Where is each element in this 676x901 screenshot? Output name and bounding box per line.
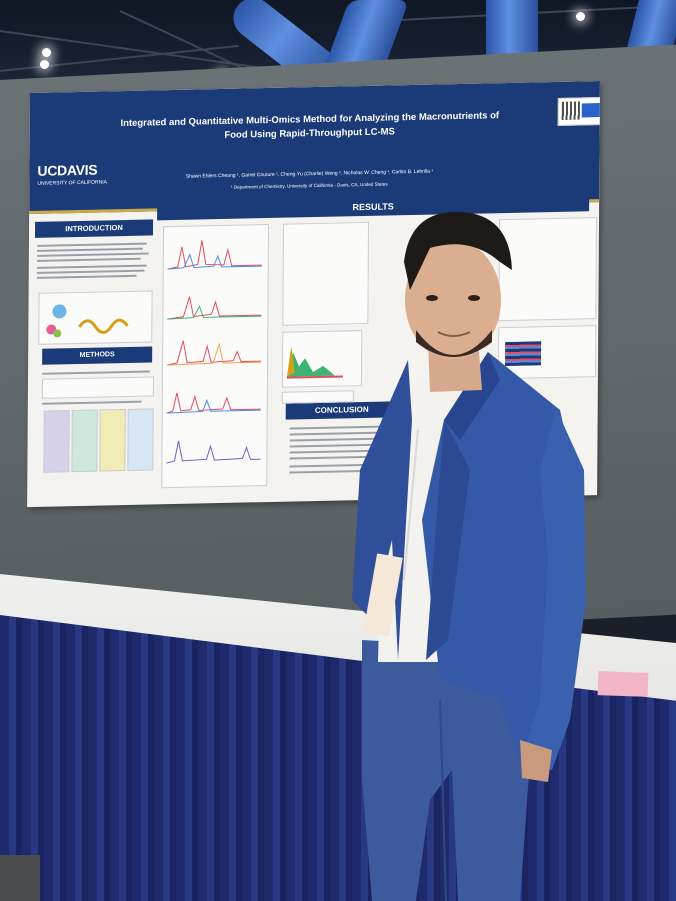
name-badge <box>363 553 403 637</box>
chromatogram-2 <box>167 296 262 320</box>
chromatogram-4 <box>166 392 261 414</box>
pants <box>362 640 540 901</box>
beard <box>416 330 492 357</box>
chromatogram-3 <box>166 340 262 366</box>
blazer-sleeve <box>520 408 586 770</box>
research-poster: UCDAVIS UNIVERSITY OF CALIFORNIA Integra… <box>27 81 600 508</box>
intro-diagram-graphic <box>46 304 129 338</box>
intro-circle <box>53 329 62 338</box>
ceiling-light <box>42 48 51 57</box>
face <box>405 240 501 360</box>
intro-diagram <box>38 290 153 345</box>
chromatogram-5 <box>166 440 261 464</box>
intro-circle <box>52 304 67 319</box>
right-eye <box>468 295 480 301</box>
area-green <box>286 352 335 377</box>
blazer-collar <box>444 352 500 440</box>
hair <box>404 211 512 290</box>
chromatogram-graphic <box>166 240 262 464</box>
ceiling-light <box>576 12 585 21</box>
floor <box>0 855 40 901</box>
hand <box>520 740 552 782</box>
lanyard <box>403 429 419 581</box>
area-base <box>286 375 343 379</box>
blazer-lapel <box>426 420 470 660</box>
intro-wave <box>78 318 129 334</box>
left-eye <box>426 295 438 301</box>
results-chromatograms <box>161 223 270 489</box>
chromatogram-1 <box>167 240 262 270</box>
pants-seam <box>439 699 447 901</box>
ceiling-light <box>40 60 49 69</box>
area-yellow <box>286 346 296 377</box>
area-chart-graphic <box>286 346 343 379</box>
smile <box>437 331 471 337</box>
results-area-chart <box>281 330 363 388</box>
